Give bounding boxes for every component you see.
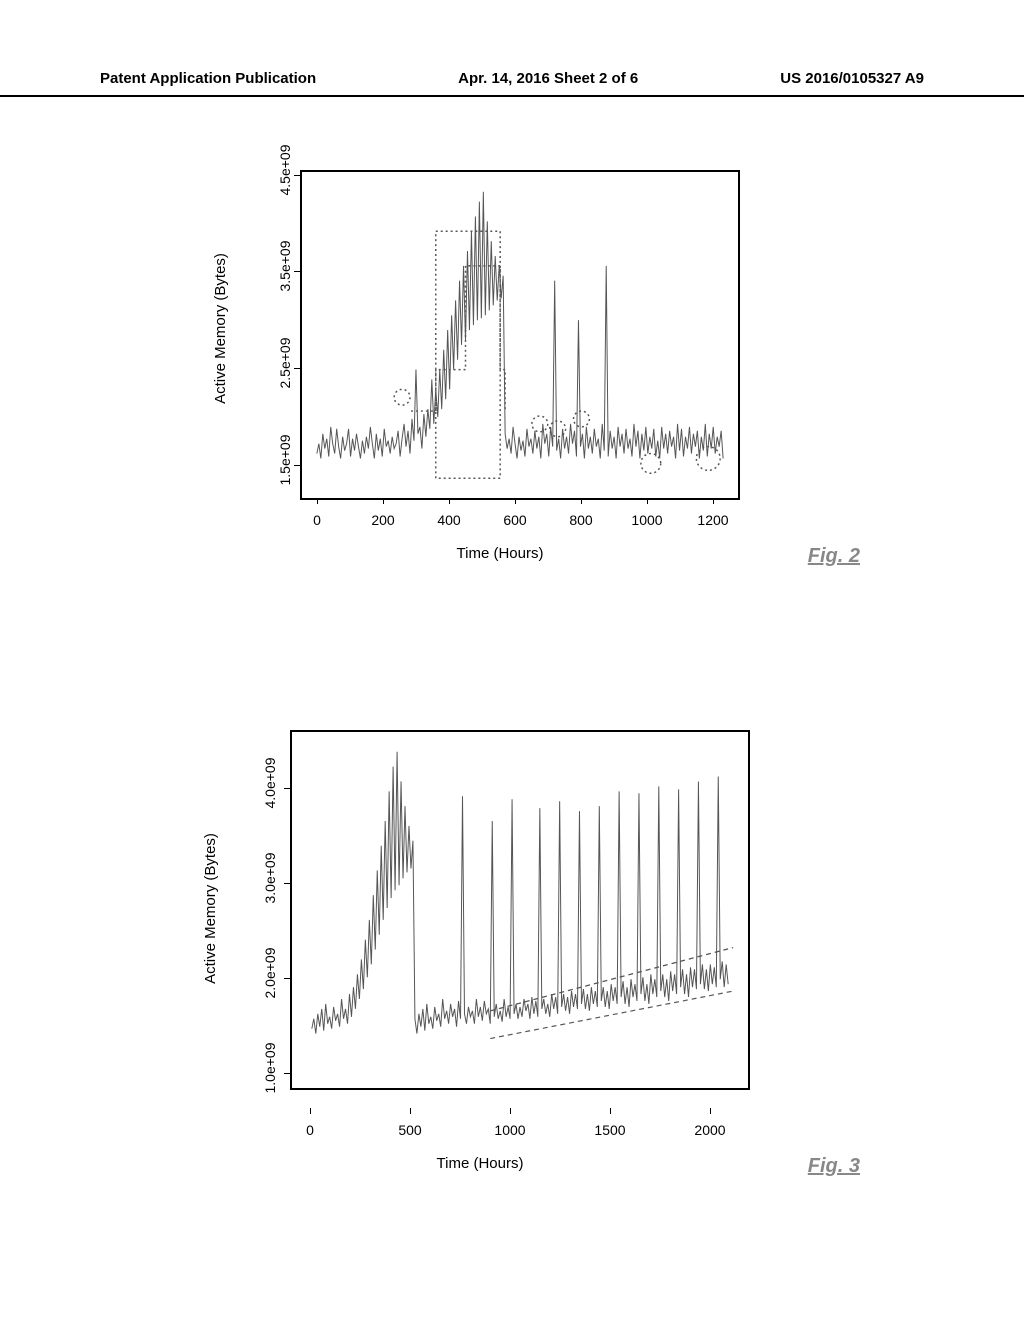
tick-mark	[383, 498, 384, 504]
figure-3: Active Memory (Bytes) 1.0e+09 2.0e+09 3.…	[200, 720, 760, 1150]
x-tick-label: 0	[313, 512, 321, 528]
x-tick-label: 1200	[697, 512, 728, 528]
x-tick-label: 200	[371, 512, 394, 528]
x-tick-label: 800	[569, 512, 592, 528]
tick-mark	[647, 498, 648, 504]
x-tick-label: 2000	[694, 1122, 725, 1138]
y-tick-label: 1.5e+09	[277, 430, 293, 490]
tick-mark	[410, 1108, 411, 1114]
x-axis-label: Time (Hours)	[200, 1155, 760, 1172]
x-axis-label: Time (Hours)	[240, 545, 760, 562]
figure-2: Active Memory (Bytes) 1.5e+09 2.5e+09 3.…	[240, 160, 760, 540]
x-tick-label: 0	[306, 1122, 314, 1138]
tick-mark	[710, 1108, 711, 1114]
data-series-line	[312, 752, 728, 1034]
tick-mark	[317, 498, 318, 504]
header-left: Patent Application Publication	[100, 70, 316, 87]
chart-svg	[302, 172, 738, 498]
y-tick-label: 1.0e+09	[262, 1038, 278, 1098]
y-tick-label: 3.0e+09	[262, 848, 278, 908]
figure-label: Fig. 3	[808, 1155, 860, 1178]
x-tick-label: 1500	[594, 1122, 625, 1138]
tick-mark	[581, 498, 582, 504]
y-tick-label: 4.0e+09	[262, 753, 278, 813]
x-tick-label: 500	[398, 1122, 421, 1138]
annotation-circle	[641, 454, 661, 474]
data-series-line	[317, 192, 723, 459]
chart-plot-area	[300, 170, 740, 500]
chart-plot-area	[290, 730, 750, 1090]
x-tick-label: 1000	[494, 1122, 525, 1138]
y-axis-ticks: 1.5e+09 2.5e+09 3.5e+09 4.5e+09	[240, 170, 300, 500]
annotation-circle	[574, 411, 590, 427]
page-header: Patent Application Publication Apr. 14, …	[0, 70, 1024, 97]
header-right: US 2016/0105327 A9	[780, 70, 924, 87]
tick-mark	[515, 498, 516, 504]
tick-mark	[310, 1108, 311, 1114]
tick-mark	[713, 498, 714, 504]
figure-label: Fig. 2	[808, 545, 860, 568]
chart-svg	[292, 732, 748, 1088]
tick-mark	[610, 1108, 611, 1114]
x-tick-label: 600	[503, 512, 526, 528]
y-tick-label: 4.5e+09	[277, 140, 293, 200]
y-tick-label: 2.5e+09	[277, 333, 293, 393]
y-axis-label: Active Memory (Bytes)	[212, 253, 229, 404]
y-tick-label: 2.0e+09	[262, 943, 278, 1003]
annotation-circle	[532, 416, 548, 432]
y-tick-label: 3.5e+09	[277, 236, 293, 296]
tick-mark	[449, 498, 450, 504]
header-center: Apr. 14, 2016 Sheet 2 of 6	[458, 70, 638, 87]
annotation-circle	[550, 421, 566, 437]
annotation-circle	[394, 389, 410, 405]
tick-mark	[510, 1108, 511, 1114]
x-tick-label: 400	[437, 512, 460, 528]
x-tick-label: 1000	[631, 512, 662, 528]
y-axis-ticks: 1.0e+09 2.0e+09 3.0e+09 4.0e+09	[200, 730, 290, 1090]
trend-line-lower	[490, 991, 733, 1038]
